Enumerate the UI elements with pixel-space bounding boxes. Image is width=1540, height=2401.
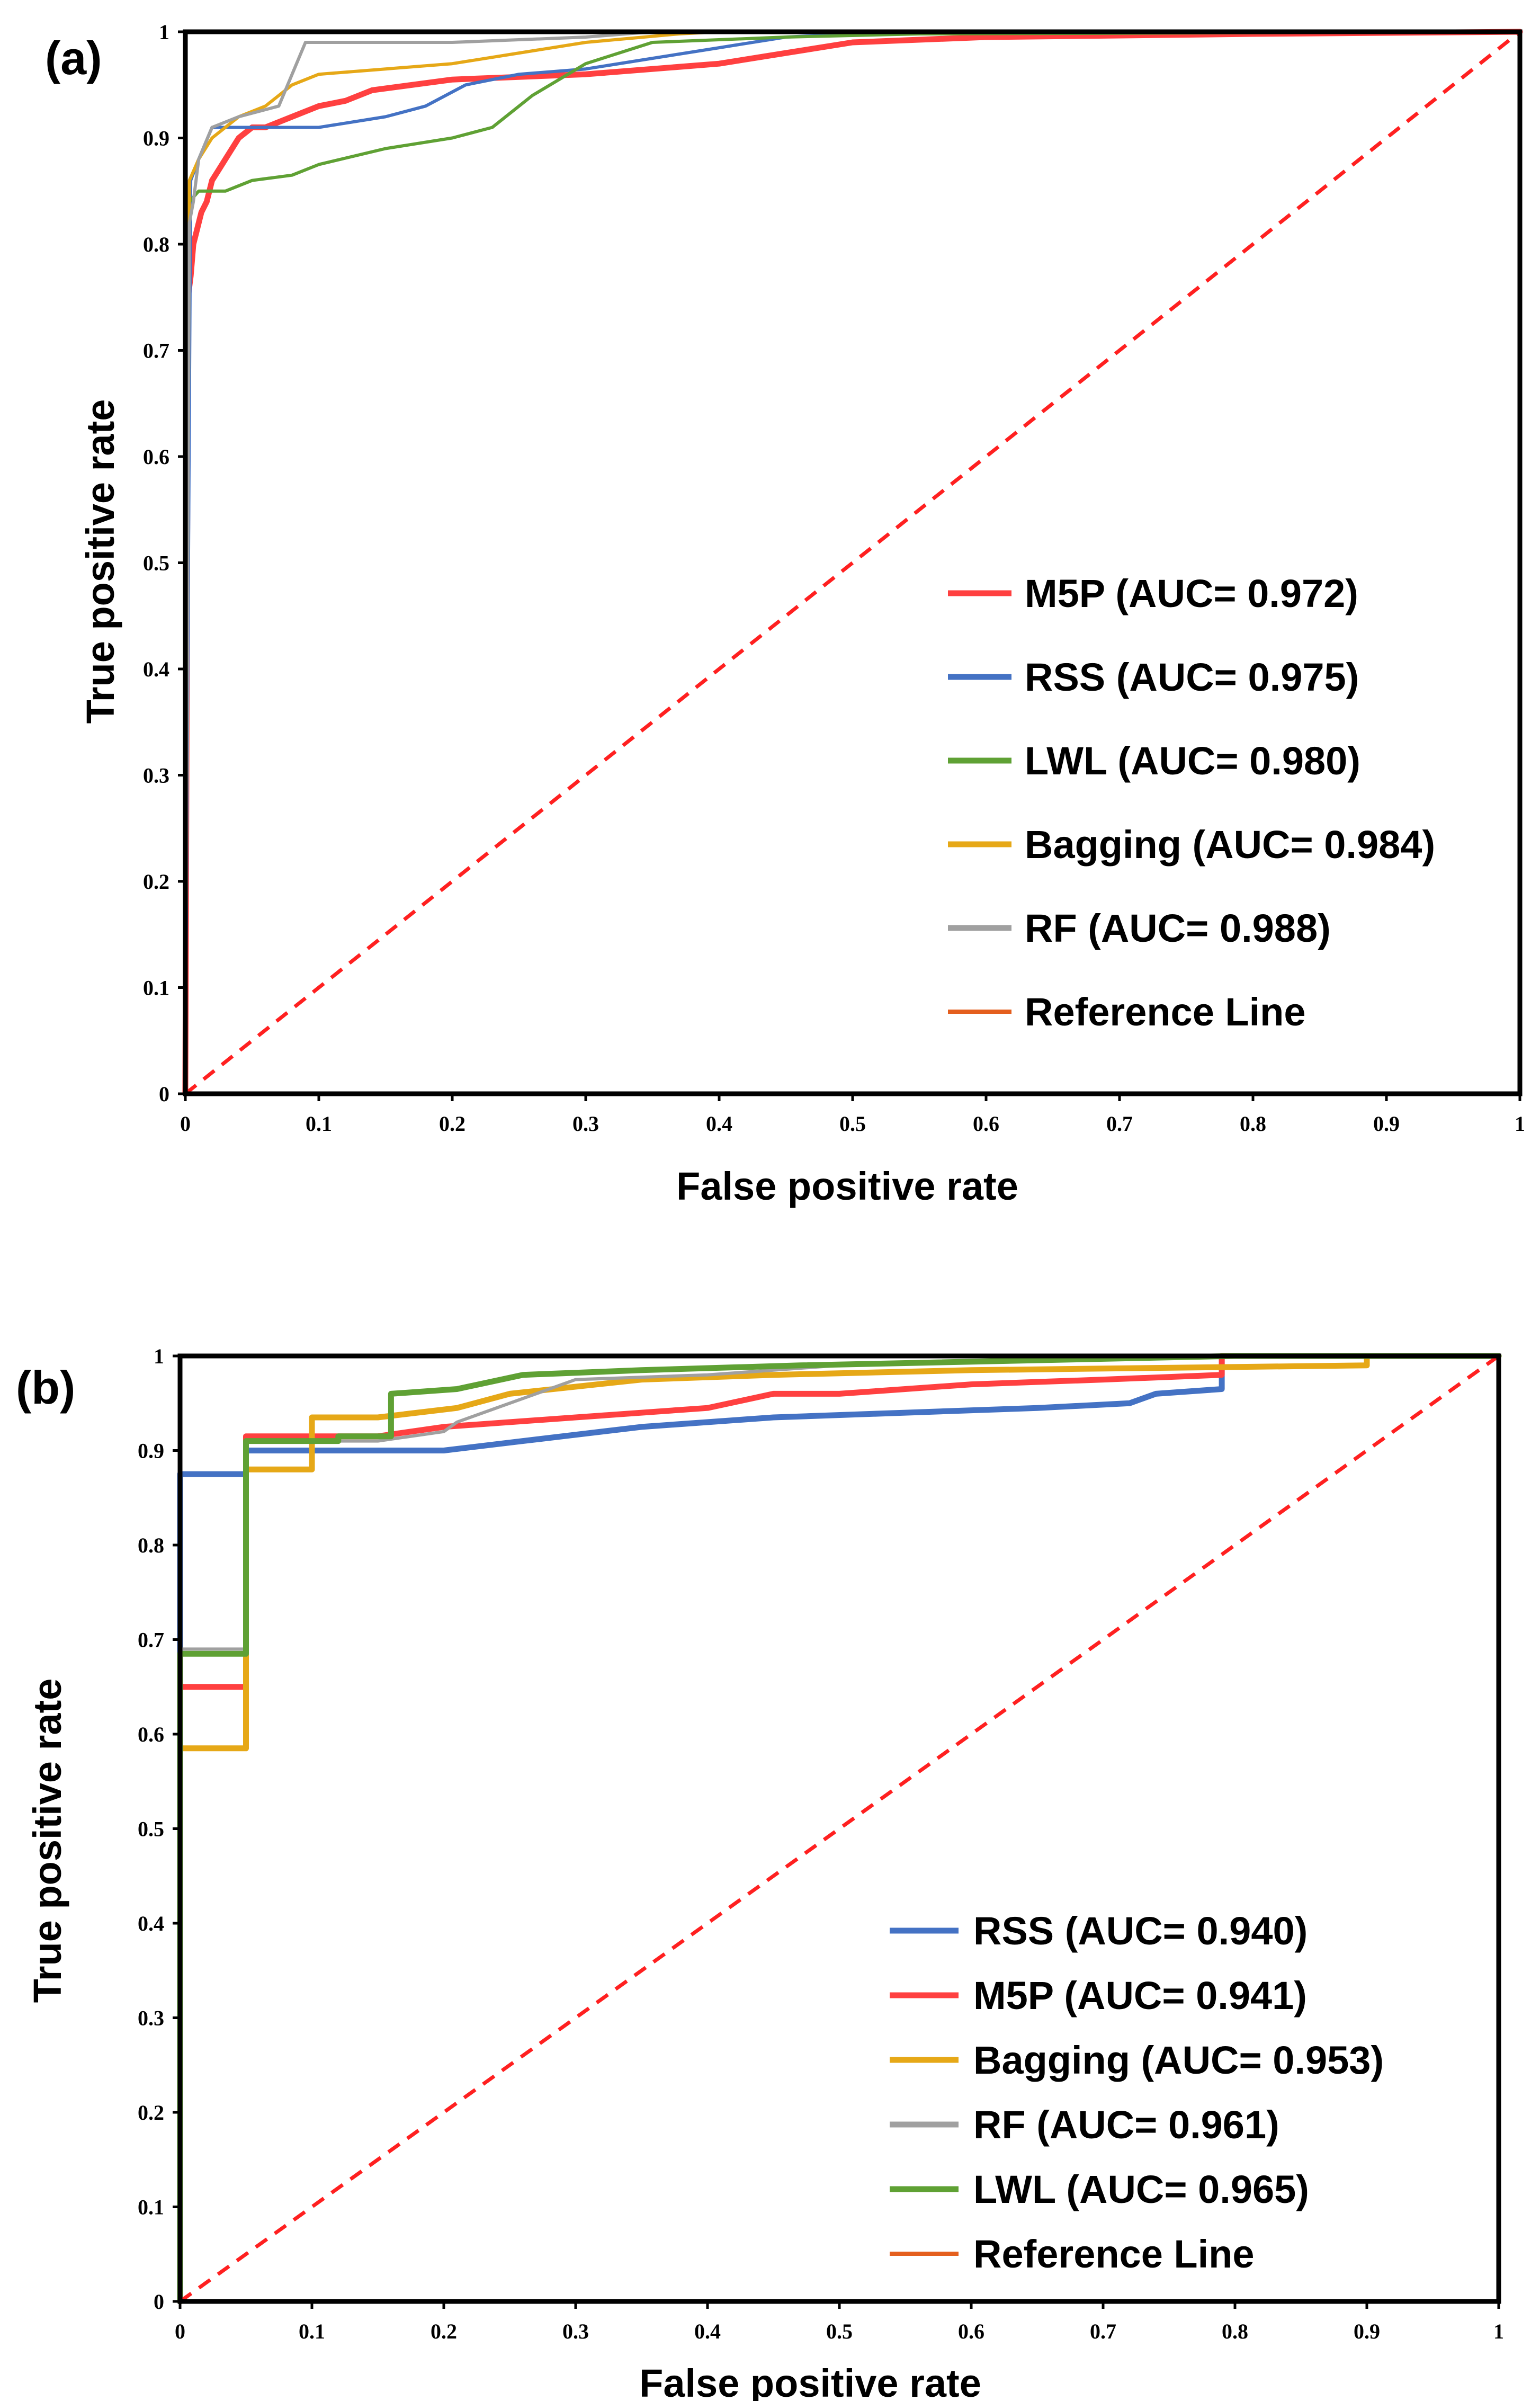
- x-tick-label: 0: [175, 2319, 185, 2343]
- y-tick-label: 0.7: [138, 1628, 164, 1652]
- y-tick-label: 0.6: [138, 1722, 164, 1746]
- legend-label-bagging: Bagging (AUC= 0.984): [1025, 823, 1435, 867]
- y-axis-title: True positive rate: [78, 399, 122, 724]
- legend-label-reference-line: Reference Line: [1025, 990, 1306, 1034]
- panel-label-a: (a): [45, 32, 102, 84]
- series-line-reference-line: [184, 30, 1521, 1095]
- x-axis-title: False positive rate: [676, 1164, 1018, 1208]
- series-line-lwl: [184, 30, 1521, 1095]
- y-tick-label: 0.5: [138, 1817, 164, 1841]
- x-tick-label: 0.1: [306, 1112, 332, 1136]
- legend: M5P (AUC= 0.972) RSS (AUC= 0.975) LWL (AUC…: [948, 572, 1435, 1034]
- x-tick-label: 0.3: [562, 2319, 589, 2343]
- legend-label-lwl: LWL (AUC= 0.965): [973, 2167, 1309, 2211]
- x-tick-label: 0.8: [1222, 2319, 1248, 2343]
- y-tick-label: 0.6: [143, 445, 169, 469]
- y-tick-label: 0.9: [143, 127, 169, 150]
- legend-label-m5p: M5P (AUC= 0.941): [973, 1974, 1307, 2018]
- legend-label-bagging: Bagging (AUC= 0.953): [973, 2038, 1384, 2082]
- legend-label-m5p: M5P (AUC= 0.972): [1025, 572, 1358, 615]
- series-line-lwl: [177, 1353, 1502, 2305]
- x-tick-label: 1: [1493, 2319, 1504, 2343]
- legend-label-rss: RSS (AUC= 0.940): [973, 1909, 1308, 1953]
- legend-label-rss: RSS (AUC= 0.975): [1025, 655, 1359, 699]
- x-tick-label: 0.9: [1373, 1112, 1400, 1136]
- y-axis-title: True positive rate: [25, 1679, 69, 2003]
- panel-a: (a) 0 0.1 0.2 0.3 0.4 0.5 0.6 0.7 0.8 0.9 1 0 0.1 0.2 0…: [45, 20, 1525, 1208]
- y-tick-label: 0.4: [143, 657, 169, 681]
- x-tick-label: 0.6: [958, 2319, 984, 2343]
- legend-label-lwl: LWL (AUC= 0.980): [1025, 739, 1360, 783]
- x-tick-label: 0.5: [826, 2319, 853, 2343]
- x-tick-label: 0.4: [694, 2319, 721, 2343]
- y-tick-label: 0.1: [143, 976, 169, 1000]
- y-tick-label: 0: [154, 2290, 164, 2314]
- x-tick-label: 0.1: [299, 2319, 325, 2343]
- y-tick-label: 0.8: [143, 233, 169, 256]
- x-tick-label: 0.3: [572, 1112, 599, 1136]
- y-tick-label: 0.3: [143, 764, 169, 788]
- x-tick-label: 0.6: [973, 1112, 999, 1136]
- y-tick-label: 0.3: [138, 2006, 164, 2030]
- legend: RSS (AUC= 0.940) M5P (AUC= 0.941) Bagging …: [890, 1909, 1384, 2276]
- y-tick-label: 1: [159, 20, 169, 44]
- x-tick-label: 0.2: [431, 2319, 457, 2343]
- y-tick-label: 1: [154, 1344, 164, 1368]
- x-tick-label: 0.7: [1090, 2319, 1116, 2343]
- x-tick-label: 0.2: [439, 1112, 465, 1136]
- y-tick-label: 0.7: [143, 339, 169, 363]
- x-tick-label: 0.5: [839, 1112, 866, 1136]
- legend-label-rf: RF (AUC= 0.961): [973, 2103, 1279, 2147]
- y-tick-label: 0.9: [138, 1439, 164, 1463]
- panel-label-b: (b): [16, 1361, 75, 1414]
- series-line-reference-line: [178, 1354, 1500, 2303]
- panel-b: (b) 0 0.1 0.2 0.3 0.4 0.5 0.6 0.7 0.8 0.9 1 0 0.1 0.2 0…: [16, 1344, 1504, 2401]
- x-tick-label: 0.4: [706, 1112, 732, 1136]
- x-tick-label: 0.9: [1354, 2319, 1380, 2343]
- y-tick-label: 0: [159, 1082, 169, 1106]
- y-tick-label: 0.8: [138, 1533, 164, 1557]
- series-line-rf: [184, 30, 1521, 1095]
- x-tick-label: 1: [1515, 1112, 1525, 1136]
- x-tick-label: 0.8: [1240, 1112, 1266, 1136]
- y-tick-label: 0.5: [143, 551, 169, 575]
- y-tick-label: 0.2: [143, 870, 169, 894]
- x-tick-label: 0: [180, 1112, 191, 1136]
- y-tick-label: 0.4: [138, 1912, 164, 1935]
- y-tick-label: 0.2: [138, 2101, 164, 2125]
- legend-label-reference-line: Reference Line: [973, 2232, 1255, 2276]
- x-tick-label: 0.7: [1106, 1112, 1133, 1136]
- x-axis-title: False positive rate: [639, 2361, 981, 2401]
- y-tick-label: 0.1: [138, 2195, 164, 2219]
- legend-label-rf: RF (AUC= 0.988): [1025, 906, 1331, 950]
